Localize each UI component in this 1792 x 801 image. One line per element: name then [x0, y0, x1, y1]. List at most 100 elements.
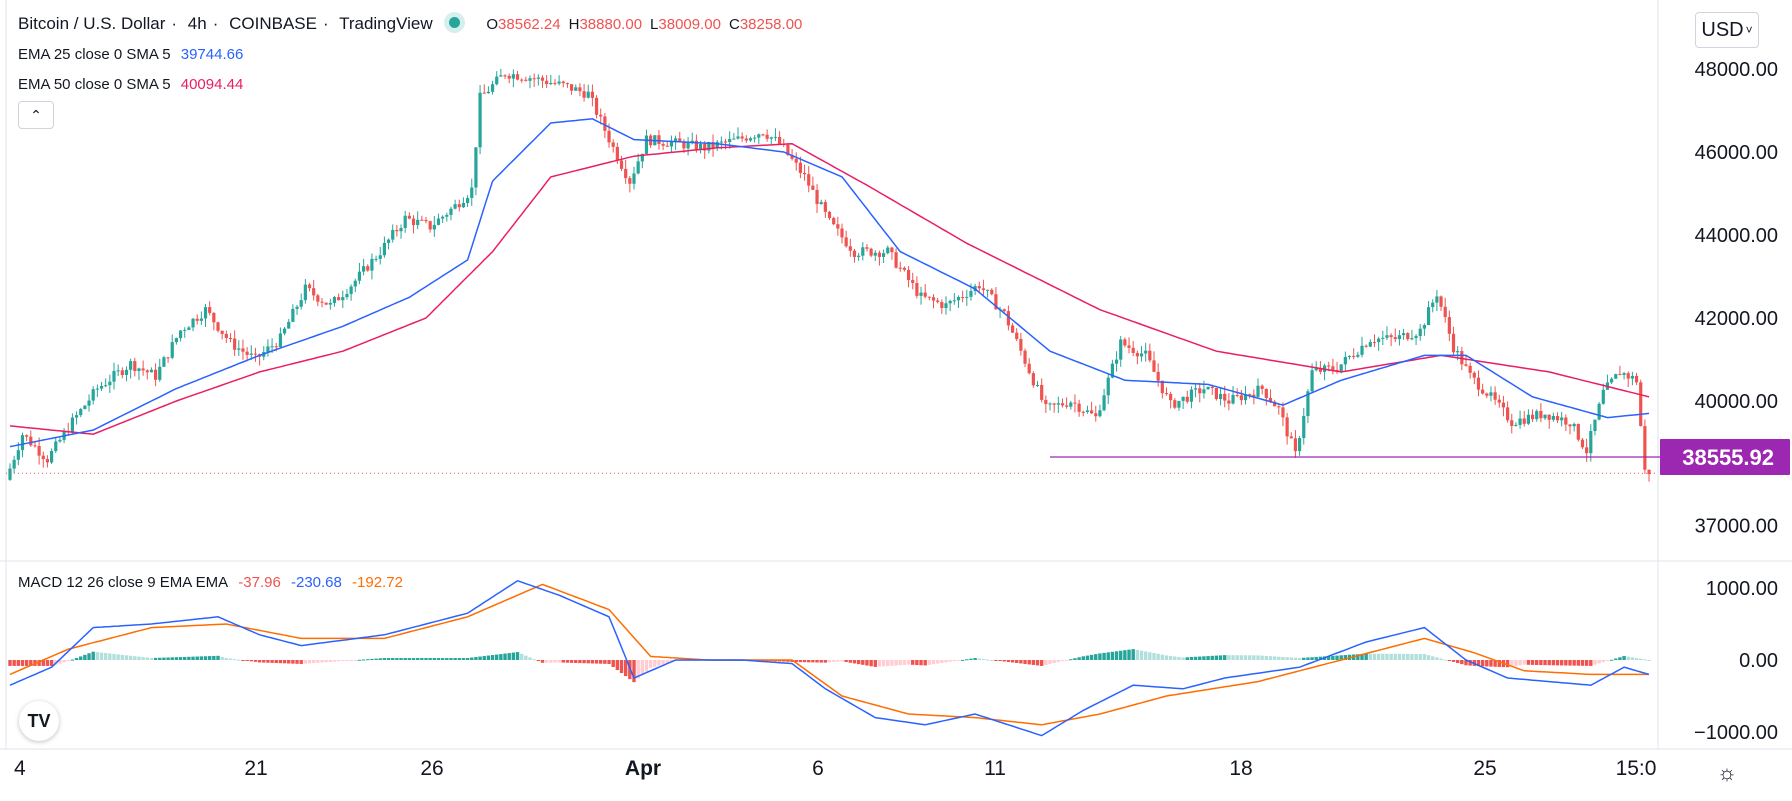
macd-histogram-bar: [495, 654, 499, 660]
macd-histogram-bar: [528, 657, 532, 660]
currency-selector[interactable]: USD ˅: [1695, 12, 1759, 48]
candle-body: [886, 247, 890, 254]
candle-body: [669, 141, 674, 147]
candle-body: [1148, 350, 1152, 361]
macd-histogram-bar: [74, 658, 79, 660]
macd-histogram-bar: [137, 656, 141, 660]
macd-histogram-bar: [1634, 658, 1639, 660]
macd-histogram-bar: [395, 658, 399, 660]
macd-axis[interactable]: 1000.00 0.00 −1000.00: [1694, 578, 1778, 744]
candle-body: [1015, 332, 1019, 339]
macd-histogram-bar: [1069, 659, 1073, 661]
candle-body: [715, 141, 719, 148]
candle-body: [1210, 386, 1214, 388]
tradingview-logo-icon[interactable]: TV: [19, 701, 59, 741]
time-axis[interactable]: 4 21 26 Apr 6 11 18 25 15:0: [14, 757, 1656, 780]
candle-body: [154, 369, 158, 380]
macd-histogram-bar: [815, 660, 819, 663]
macd-histogram-bar: [1439, 658, 1443, 660]
macd-histogram-bar: [1206, 656, 1210, 660]
macd-histogram-bar: [91, 651, 95, 660]
macd-histogram-bar: [973, 658, 977, 660]
macd-histogram-bar: [1239, 655, 1244, 660]
candle-body: [428, 221, 432, 230]
macd-histogram-bar: [1223, 655, 1227, 660]
candle-body: [316, 295, 320, 302]
candle-body: [986, 289, 990, 291]
macd-histogram-bar: [391, 658, 395, 660]
candle-body: [956, 297, 961, 301]
candle-body: [378, 255, 382, 259]
candle-body: [532, 78, 536, 80]
symbol-name[interactable]: Bitcoin / U.S. Dollar: [18, 14, 166, 33]
candle-body: [1422, 325, 1426, 329]
market-open-icon: [448, 17, 460, 28]
macd-histogram-bar: [1297, 658, 1302, 660]
macd-histogram-bar: [619, 660, 624, 674]
macd-histogram-bar: [948, 660, 952, 662]
ema50-value: 40094.44: [180, 76, 244, 93]
candle-body: [1248, 394, 1252, 396]
candle-body: [1431, 302, 1435, 308]
candle-body: [857, 255, 861, 257]
macd-value: -230.68: [290, 574, 342, 591]
macd-histogram-bar: [432, 658, 437, 660]
ema25-legend[interactable]: EMA 25 close 0 SMA 5 39744.66: [18, 46, 249, 63]
candle-body: [170, 342, 174, 358]
macd-legend[interactable]: MACD 12 26 close 9 EMA EMA -37.96 -230.6…: [18, 574, 409, 591]
close-value: 38258.00: [739, 16, 803, 33]
macd-histogram-bar: [336, 660, 341, 662]
gear-icon[interactable]: ☼: [1716, 760, 1738, 785]
candle-body: [1268, 397, 1273, 402]
macd-histogram-bar: [911, 660, 915, 665]
macd-histogram-bar: [195, 656, 199, 660]
ema50-legend[interactable]: EMA 50 close 0 SMA 5 40094.44: [18, 76, 249, 93]
candle-body: [470, 187, 474, 198]
macd-histogram-bar: [553, 660, 557, 663]
candle-body: [761, 134, 765, 136]
candle-body: [961, 297, 965, 299]
candle-body: [586, 91, 590, 98]
candle-body: [1239, 395, 1243, 401]
candle-body: [1060, 403, 1065, 406]
candle-body: [299, 300, 303, 307]
symbol-header[interactable]: Bitcoin / U.S. Dollar · 4h · COINBASE · Tra…: [18, 14, 816, 34]
macd-histogram-bar: [224, 658, 229, 660]
macd-histogram-bar: [1451, 660, 1456, 662]
macd-histogram-bar: [378, 658, 382, 660]
macd-histogram-bar: [1077, 657, 1081, 660]
chevron-down-icon: ˅: [1745, 23, 1753, 37]
candle-body: [1526, 414, 1530, 424]
candle-body: [162, 357, 166, 367]
macd-histogram-bar: [798, 660, 803, 663]
candle-body: [1506, 407, 1510, 421]
macd-histogram-bar: [170, 657, 174, 660]
candle-body: [773, 136, 778, 138]
candle-body: [1510, 420, 1514, 426]
macd-histogram-bar: [507, 653, 511, 660]
macd-histogram-bar: [453, 658, 457, 660]
price-tick-label: 48000.00: [1695, 59, 1778, 81]
candle-body: [703, 143, 707, 151]
macd-histogram-bar: [270, 660, 274, 663]
candle-body: [802, 172, 807, 175]
macd-histogram-bar: [1530, 660, 1535, 665]
interval[interactable]: 4h: [187, 14, 207, 33]
candle-body: [1572, 423, 1576, 427]
candle-body: [1377, 338, 1381, 343]
candle-body: [1472, 372, 1476, 378]
candle-body: [1194, 388, 1198, 390]
candle-body: [45, 459, 50, 463]
candle-body: [1339, 364, 1343, 372]
macd-histogram-bar: [1360, 653, 1364, 660]
macd-histogram-bar: [207, 656, 212, 660]
candle-body: [511, 74, 515, 79]
price-axis[interactable]: 48000.00 46000.00 44000.00 42000.00 40000.00…: [1695, 59, 1778, 538]
candle-body: [245, 351, 249, 355]
macd-histogram-bar: [856, 660, 861, 665]
candle-body: [990, 289, 994, 295]
macd-histogram-bar: [569, 660, 574, 663]
collapse-legend-button[interactable]: ⌃: [18, 101, 54, 129]
candle-body: [1360, 345, 1364, 355]
